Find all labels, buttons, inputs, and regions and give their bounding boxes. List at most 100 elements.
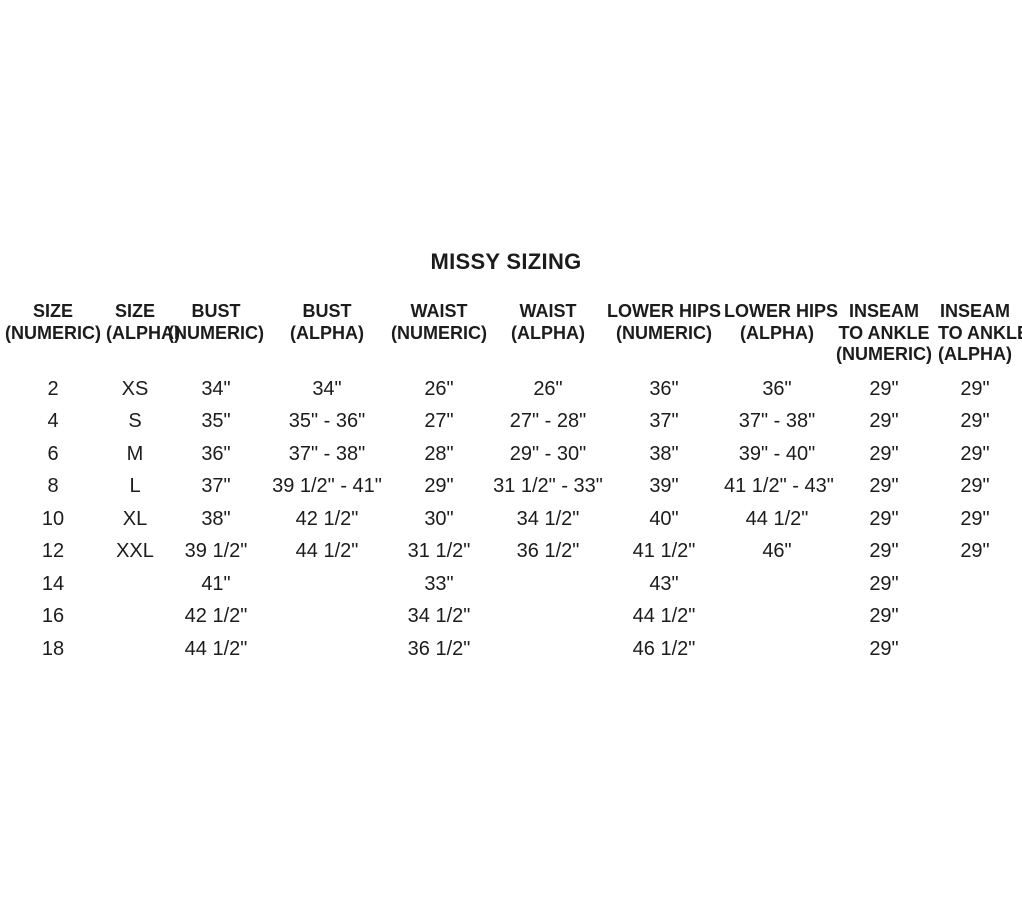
cell-bust-alpha-row8 xyxy=(268,600,386,633)
sizing-table: SIZE (NUMERIC) SIZE (ALPHA) BUST (NUMERIC) BUS… xyxy=(0,301,1022,666)
column-header-line: (NUMERIC) xyxy=(391,322,487,343)
cell-waist-alpha-row7 xyxy=(492,568,604,601)
column-header-line: WAIST xyxy=(519,301,577,321)
cell-lower-hips-alpha-row9 xyxy=(724,633,830,666)
cell-bust-alpha-row5: 42 1/2" xyxy=(295,507,359,530)
cell-waist-alpha-row3: 29" - 30" xyxy=(509,442,587,465)
cell-inseam-alpha-row3: 29" xyxy=(960,442,990,465)
cell-size-alpha-row2: S xyxy=(128,410,142,432)
column-header-line: TO ANKLE xyxy=(838,322,930,343)
column-header-bust-alpha: BUST (ALPHA) xyxy=(268,301,386,373)
cell-size-alpha-row9 xyxy=(106,633,164,666)
column-header-line: BUST xyxy=(191,301,241,321)
cell-size-alpha-row4: L xyxy=(129,475,141,497)
cell-size-alpha-row3: M xyxy=(126,442,144,465)
cell-waist-alpha-row2: 27" - 28" xyxy=(509,410,587,432)
cell-lower-hips-numeric-row3: 38" xyxy=(649,442,679,465)
cell-waist-numeric-row7: 33" xyxy=(424,572,454,595)
cell-bust-numeric-row3: 36" xyxy=(201,442,231,465)
cell-waist-numeric-row6: 31 1/2" xyxy=(407,540,471,562)
cell-size-numeric-row2: 4 xyxy=(47,410,59,432)
cell-waist-alpha-row1: 26" xyxy=(533,377,563,400)
cell-size-numeric-row4: 8 xyxy=(47,475,59,497)
column-header-lower-hips-numeric: LOWER HIPS (NUMERIC) xyxy=(604,301,724,373)
cell-lower-hips-alpha-row1: 36" xyxy=(762,377,792,400)
cell-waist-alpha-row9 xyxy=(492,633,604,666)
cell-inseam-numeric-row2: 29" xyxy=(869,410,899,432)
cell-lower-hips-alpha-row6: 46" xyxy=(762,540,792,562)
cell-waist-numeric-row2: 27" xyxy=(424,410,454,432)
cell-waist-numeric-row4: 29" xyxy=(424,475,454,497)
cell-waist-alpha-row6: 36 1/2" xyxy=(516,540,580,562)
column-header-line: (ALPHA) xyxy=(740,322,814,343)
cell-lower-hips-numeric-row9: 46 1/2" xyxy=(632,637,696,660)
cell-bust-numeric-row7: 41" xyxy=(201,572,231,595)
page-title: MISSY SIZING xyxy=(430,249,582,274)
column-header-line: TO ANKLE xyxy=(938,322,1022,343)
cell-bust-numeric-row1: 34" xyxy=(201,377,231,400)
cell-waist-numeric-row8: 34 1/2" xyxy=(407,605,471,627)
cell-waist-numeric-row5: 30" xyxy=(424,507,454,530)
cell-waist-numeric-row1: 26" xyxy=(424,377,454,400)
cell-waist-alpha-row5: 34 1/2" xyxy=(516,507,580,530)
cell-bust-alpha-row2: 35" - 36" xyxy=(288,410,366,432)
column-header-waist-numeric: WAIST (NUMERIC) xyxy=(386,301,492,373)
column-header-line: (NUMERIC) xyxy=(616,322,712,343)
cell-inseam-numeric-row4: 29" xyxy=(869,475,899,497)
column-header-line: (ALPHA) xyxy=(938,344,1012,364)
cell-bust-alpha-row1: 34" xyxy=(312,377,342,400)
cell-size-alpha-row5: XL xyxy=(122,507,148,530)
cell-bust-alpha-row7 xyxy=(268,568,386,601)
column-header-lower-hips-alpha: LOWER HIPS (ALPHA) xyxy=(724,301,839,373)
cell-inseam-alpha-row8 xyxy=(938,600,1012,633)
column-header-line: LOWER HIPS xyxy=(606,301,721,321)
cell-lower-hips-numeric-row7: 43" xyxy=(649,572,679,595)
column-header-waist-alpha: WAIST (ALPHA) xyxy=(492,301,604,373)
column-header-inseam-alpha: INSEAM TO ANKLE (ALPHA) xyxy=(938,301,1022,373)
cell-waist-alpha-row8 xyxy=(492,600,604,633)
cell-size-alpha-row6: XXL xyxy=(116,540,154,562)
cell-bust-alpha-row3: 37" - 38" xyxy=(288,442,366,465)
cell-size-numeric-row6: 12 xyxy=(41,540,65,562)
column-header-line: SIZE xyxy=(32,301,73,321)
cell-size-numeric-row1: 2 xyxy=(47,377,59,400)
cell-bust-numeric-row2: 35" xyxy=(201,410,231,432)
column-header-line: (ALPHA) xyxy=(106,322,180,343)
cell-bust-numeric-row9: 44 1/2" xyxy=(184,637,248,660)
cell-lower-hips-alpha-row5: 44 1/2" xyxy=(745,507,809,530)
cell-waist-numeric-row3: 28" xyxy=(424,442,454,465)
column-header-line: WAIST xyxy=(410,301,468,321)
cell-waist-numeric-row9: 36 1/2" xyxy=(407,637,471,660)
cell-inseam-numeric-row7: 29" xyxy=(869,572,899,595)
cell-size-numeric-row5: 10 xyxy=(41,507,65,530)
cell-bust-numeric-row5: 38" xyxy=(201,507,231,530)
cell-lower-hips-alpha-row7 xyxy=(724,568,830,601)
cell-size-alpha-row1: XS xyxy=(121,377,149,400)
cell-bust-alpha-row4: 39 1/2" - 41" xyxy=(272,475,382,497)
column-header-line: (NUMERIC) xyxy=(836,344,932,364)
cell-inseam-alpha-row5: 29" xyxy=(960,507,990,530)
cell-waist-alpha-row4: 31 1/2" - 33" xyxy=(493,475,603,497)
column-header-line: LOWER HIPS xyxy=(724,301,839,321)
column-header-line: (ALPHA) xyxy=(290,322,364,343)
cell-lower-hips-alpha-row2: 37" - 38" xyxy=(738,410,816,432)
column-header-size-alpha: SIZE (ALPHA) xyxy=(106,301,180,373)
cell-inseam-alpha-row4: 29" xyxy=(960,475,990,497)
cell-bust-alpha-row6: 44 1/2" xyxy=(295,540,359,562)
cell-lower-hips-numeric-row4: 39" xyxy=(649,475,679,497)
cell-lower-hips-numeric-row8: 44 1/2" xyxy=(632,605,696,627)
cell-inseam-alpha-row7 xyxy=(938,568,1012,601)
cell-inseam-alpha-row6: 29" xyxy=(960,540,990,562)
cell-inseam-alpha-row9 xyxy=(938,633,1012,666)
cell-size-alpha-row8 xyxy=(106,600,164,633)
cell-inseam-alpha-row2: 29" xyxy=(960,410,990,432)
cell-size-numeric-row9: 18 xyxy=(41,637,65,660)
column-header-size-numeric: SIZE (NUMERIC) xyxy=(0,301,106,373)
cell-inseam-numeric-row6: 29" xyxy=(869,540,899,562)
cell-lower-hips-numeric-row1: 36" xyxy=(649,377,679,400)
cell-inseam-numeric-row1: 29" xyxy=(869,377,899,400)
column-header-inseam-numeric: INSEAM TO ANKLE (NUMERIC) xyxy=(830,301,938,373)
cell-lower-hips-alpha-row3: 39" - 40" xyxy=(738,442,816,465)
column-header-line: INSEAM xyxy=(939,301,1010,321)
cell-lower-hips-numeric-row2: 37" xyxy=(649,410,679,432)
